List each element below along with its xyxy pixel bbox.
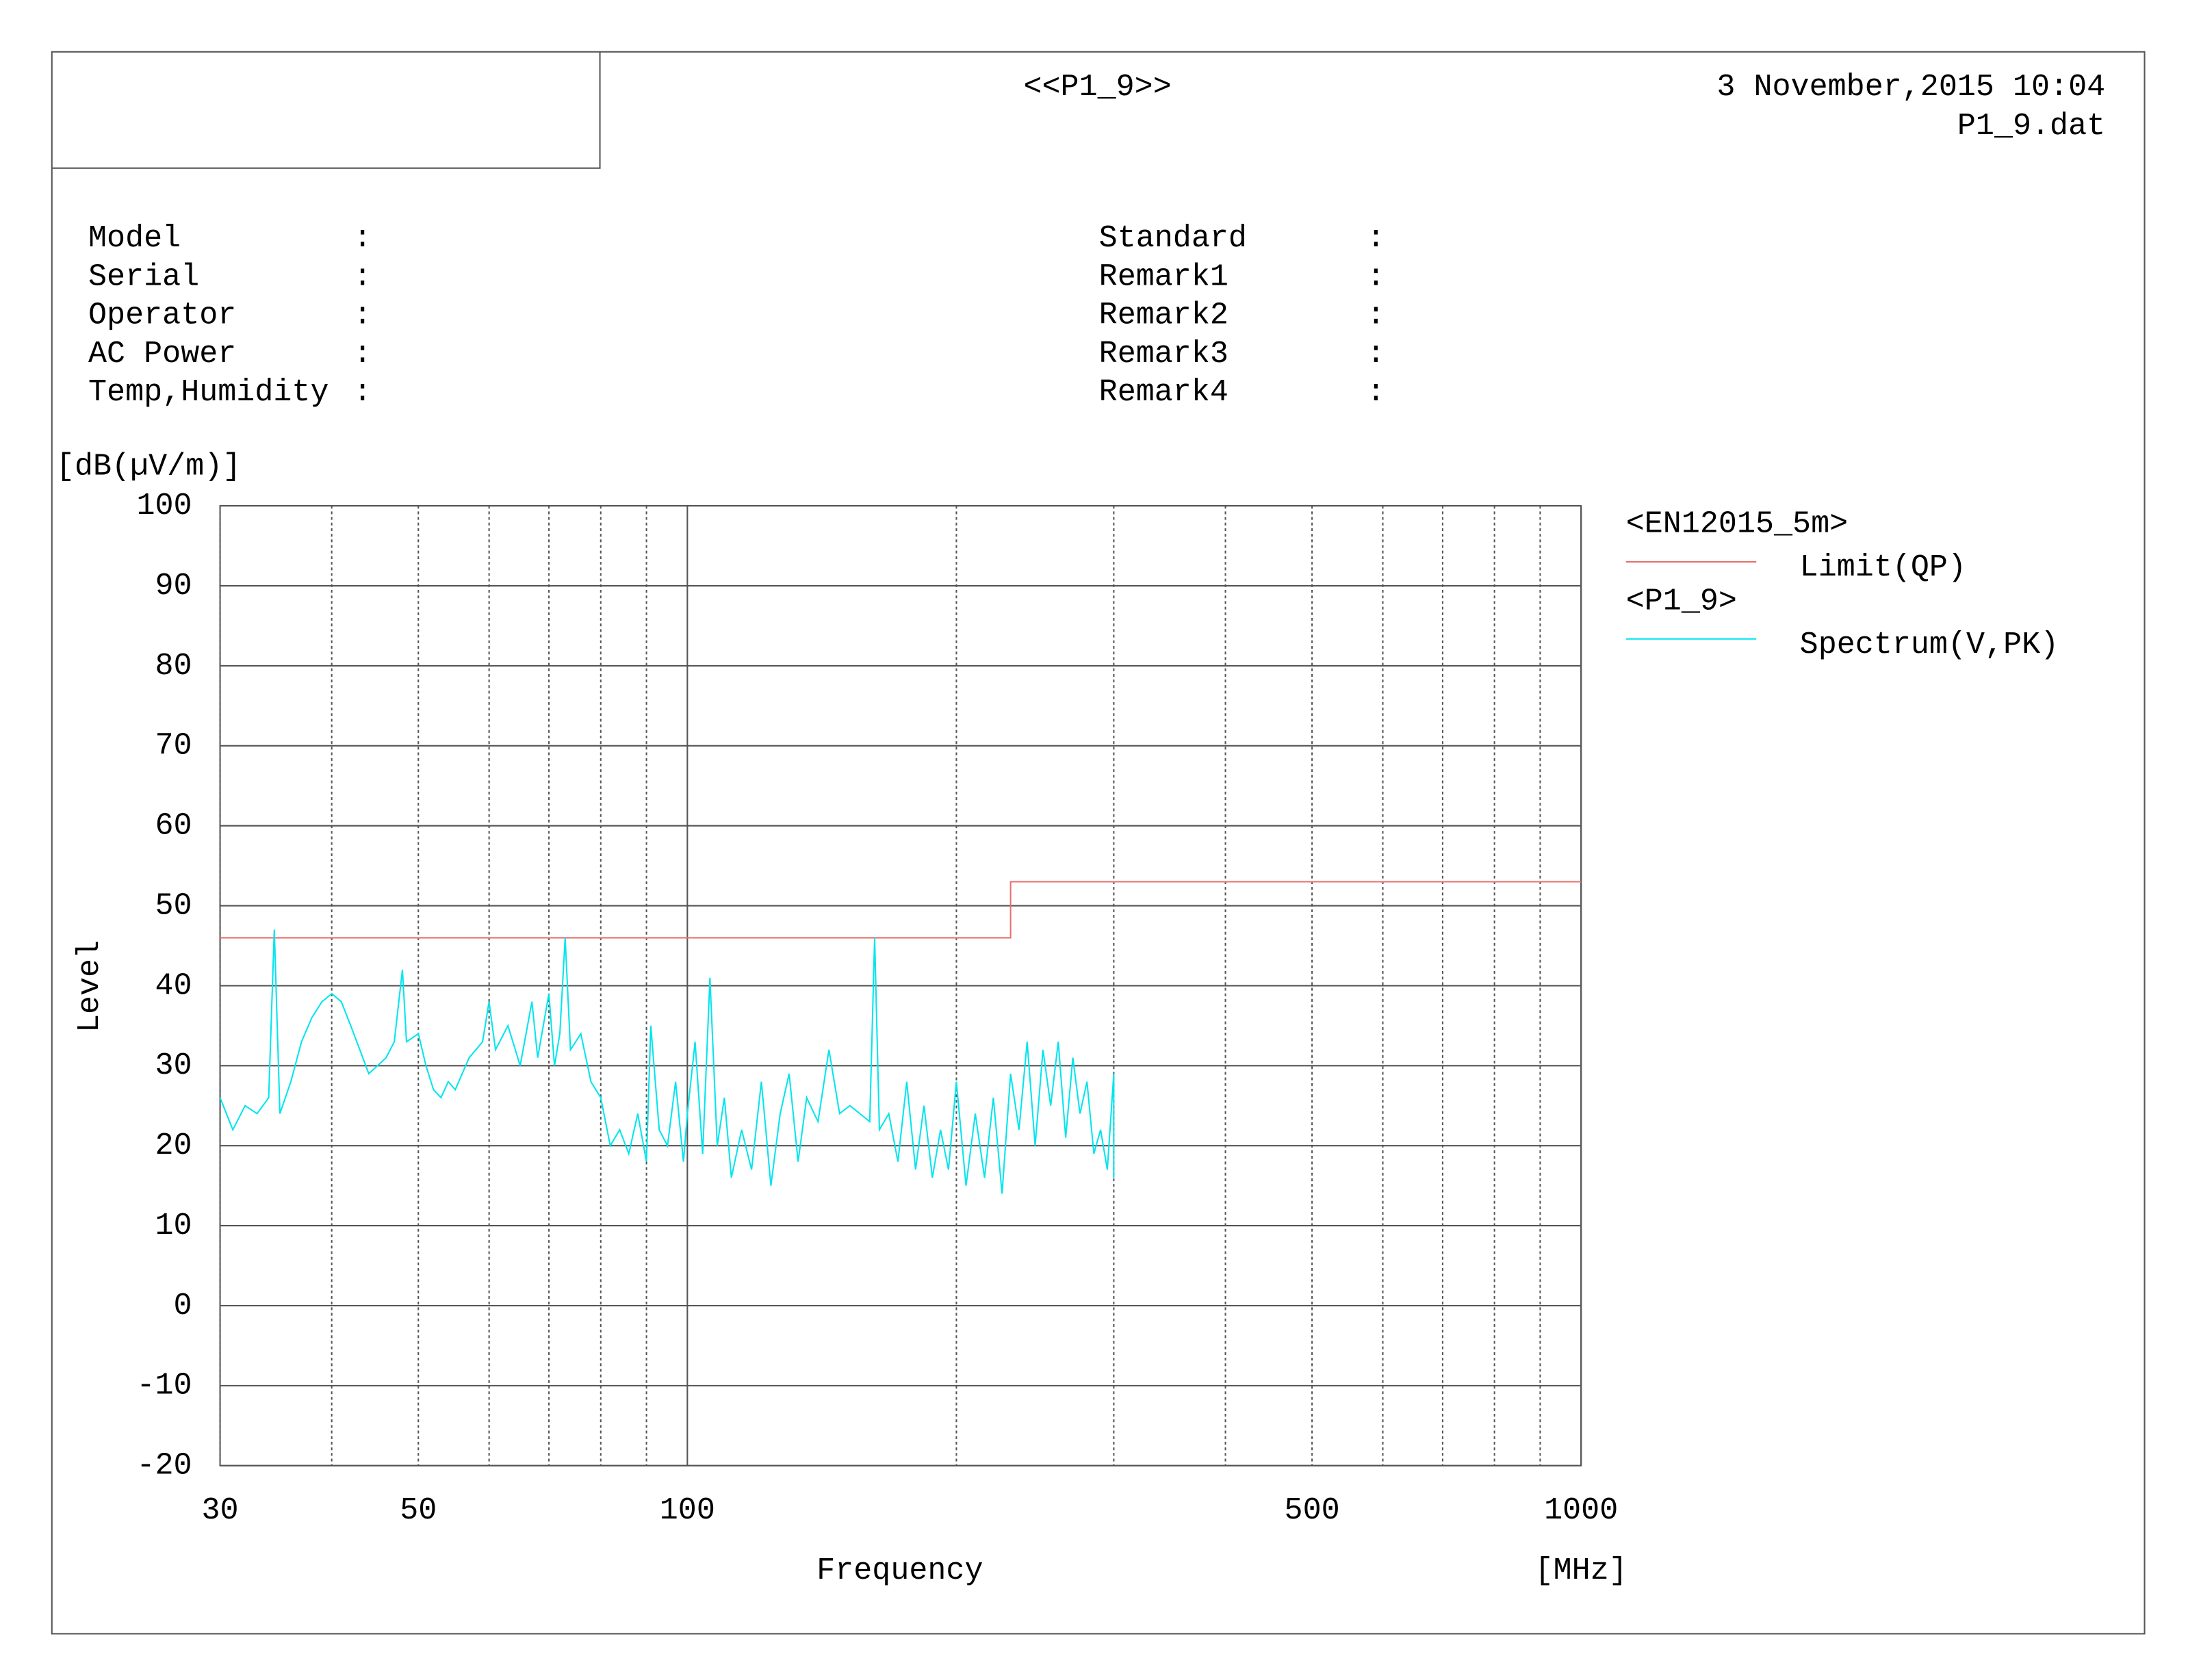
x-tick-label: 1000 bbox=[1544, 1492, 1618, 1528]
info-separator: : bbox=[1367, 298, 1385, 333]
y-axis-label: Level bbox=[72, 940, 107, 1033]
info-label: AC Power bbox=[88, 336, 236, 372]
header-file: P1_9.dat bbox=[1957, 108, 2105, 144]
info-separator: : bbox=[1367, 220, 1385, 256]
y-tick-label: 10 bbox=[155, 1208, 192, 1243]
x-axis-label: Frequency bbox=[816, 1553, 983, 1588]
header-title: <<P1_9>> bbox=[1023, 69, 1171, 105]
series-line bbox=[219, 929, 1115, 1194]
legend-group: <EN12015_5m> bbox=[1626, 506, 1848, 542]
info-label: Remark3 bbox=[1099, 336, 1228, 372]
series-line bbox=[220, 881, 1582, 939]
x-unit: [MHz] bbox=[1535, 1553, 1627, 1588]
info-label: Remark4 bbox=[1099, 374, 1228, 410]
y-tick-label: 60 bbox=[155, 808, 192, 844]
legend-label: Limit(QP) bbox=[1800, 550, 1966, 585]
y-tick-label: 90 bbox=[155, 568, 192, 604]
info-label: Serial bbox=[88, 259, 199, 294]
legend-label: Spectrum(V,PK) bbox=[1800, 627, 2059, 662]
info-label: Standard bbox=[1099, 220, 1247, 256]
info-label: Model bbox=[88, 220, 181, 256]
y-tick-label: 30 bbox=[155, 1048, 192, 1083]
y-tick-label: 0 bbox=[174, 1288, 192, 1323]
x-tick-label: 30 bbox=[202, 1492, 239, 1528]
y-tick-label: 70 bbox=[155, 728, 192, 764]
y-tick-label: -20 bbox=[136, 1448, 192, 1484]
legend-group: <P1_9> bbox=[1626, 583, 1737, 619]
page-frame bbox=[51, 51, 2146, 1635]
info-label: Temp,Humidity bbox=[88, 374, 329, 410]
info-separator: : bbox=[353, 298, 372, 333]
info-separator: : bbox=[353, 374, 372, 410]
header-box bbox=[51, 51, 601, 169]
y-tick-label: 80 bbox=[155, 648, 192, 684]
info-separator: : bbox=[1367, 259, 1385, 294]
info-label: Remark1 bbox=[1099, 259, 1228, 294]
info-separator: : bbox=[353, 220, 372, 256]
x-tick-label: 100 bbox=[660, 1492, 715, 1528]
info-separator: : bbox=[353, 259, 372, 294]
y-tick-label: -10 bbox=[136, 1368, 192, 1404]
y-unit: [dB(µV/m)] bbox=[56, 449, 241, 484]
header-date: 3 November,2015 10:04 bbox=[1716, 69, 2105, 105]
x-tick-label: 50 bbox=[400, 1492, 437, 1528]
info-separator: : bbox=[1367, 374, 1385, 410]
y-tick-label: 100 bbox=[136, 488, 192, 524]
y-tick-label: 50 bbox=[155, 888, 192, 923]
info-label: Remark2 bbox=[1099, 298, 1228, 333]
info-separator: : bbox=[1367, 336, 1385, 372]
x-tick-label: 500 bbox=[1285, 1492, 1340, 1528]
y-tick-label: 40 bbox=[155, 968, 192, 1003]
info-separator: : bbox=[353, 336, 372, 372]
y-tick-label: 20 bbox=[155, 1128, 192, 1163]
info-label: Operator bbox=[88, 298, 236, 333]
